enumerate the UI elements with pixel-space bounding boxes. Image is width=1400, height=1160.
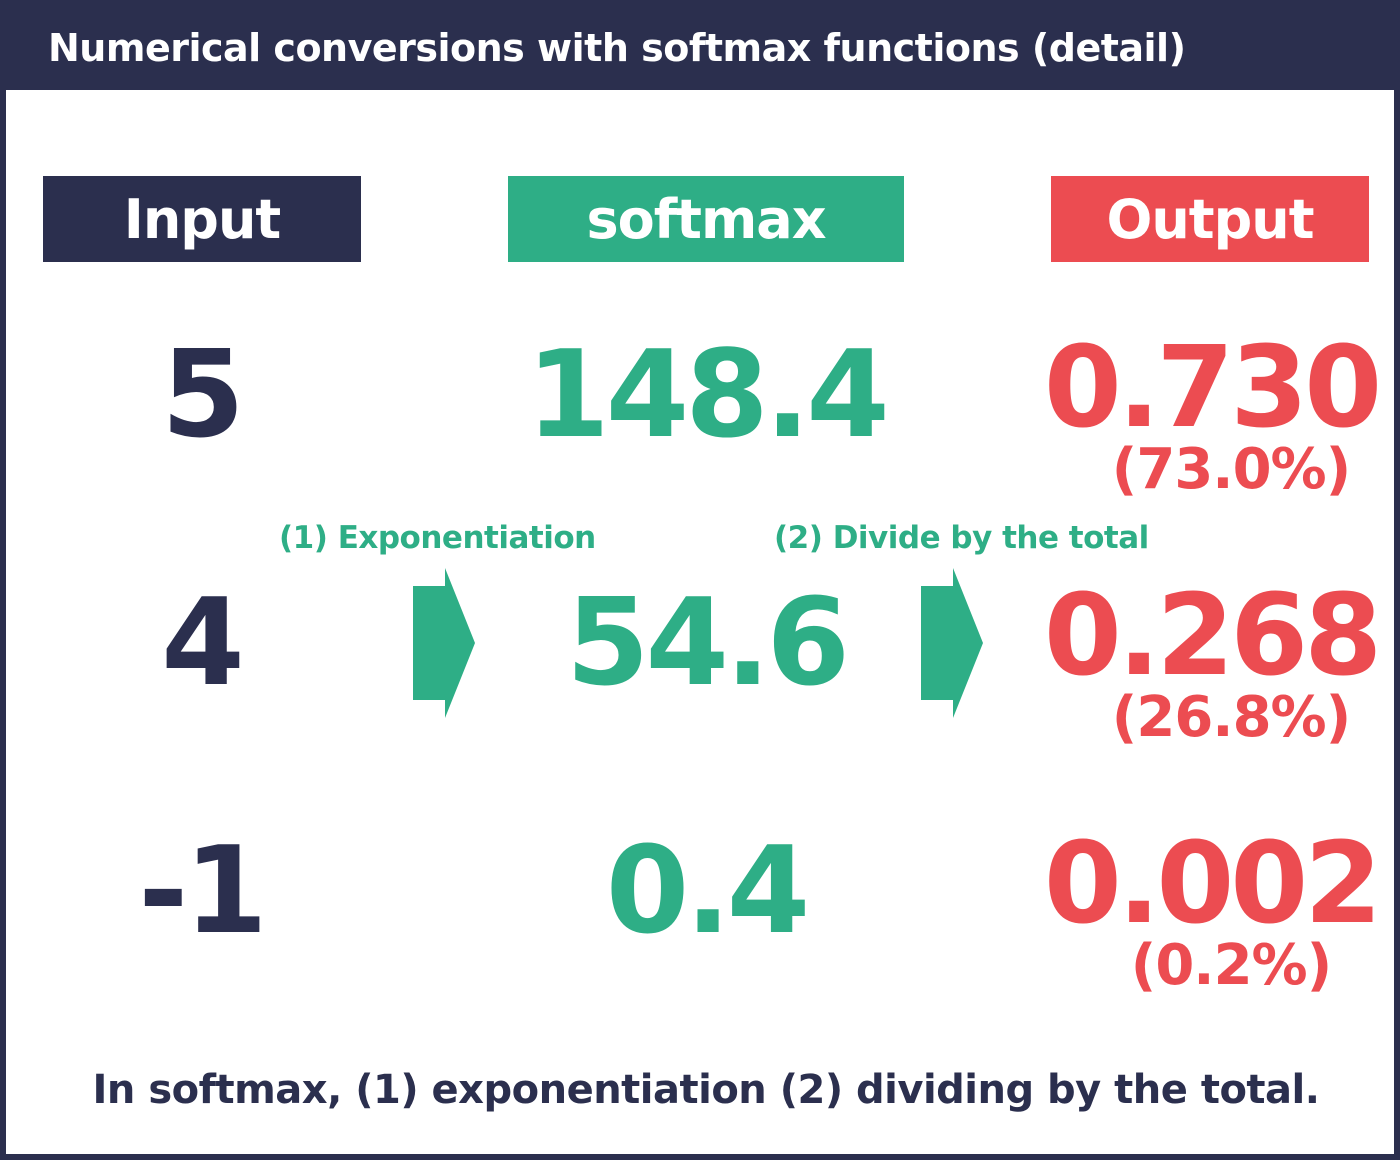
step-1-label: (1) Exponentiation	[279, 520, 596, 556]
output-percent-3: (0.2%)	[1130, 933, 1333, 998]
step-2-label: (2) Divide by the total	[774, 520, 1149, 556]
softmax-header: softmax	[508, 176, 904, 262]
output-value-2: 0.268	[1043, 571, 1382, 701]
output-percent-1: (73.0%)	[1111, 437, 1351, 502]
output-percent-2: (26.8%)	[1111, 685, 1351, 750]
diagram-title: Numerical conversions with softmax funct…	[48, 26, 1186, 70]
output-header-label: Output	[1106, 187, 1314, 251]
softmax-header-label: softmax	[586, 187, 826, 251]
arrow-right-icon	[921, 568, 983, 718]
input-value-2: 4	[161, 574, 245, 713]
summary-text: In softmax, (1) exponentiation (2) divid…	[92, 1067, 1320, 1113]
softmax-value-3: 0.4	[605, 822, 811, 961]
title-bar: Numerical conversions with softmax funct…	[6, 6, 1400, 90]
input-value-3: -1	[138, 822, 267, 961]
softmax-value-2: 54.6	[565, 574, 850, 713]
output-value-3: 0.002	[1043, 819, 1382, 949]
output-header: Output	[1051, 176, 1369, 262]
arrow-right-icon	[413, 568, 475, 718]
output-value-1: 0.730	[1043, 323, 1382, 453]
input-header: Input	[43, 176, 361, 262]
input-header-label: Input	[123, 187, 281, 251]
input-value-1: 5	[161, 326, 245, 465]
softmax-value-1: 148.4	[526, 326, 890, 465]
